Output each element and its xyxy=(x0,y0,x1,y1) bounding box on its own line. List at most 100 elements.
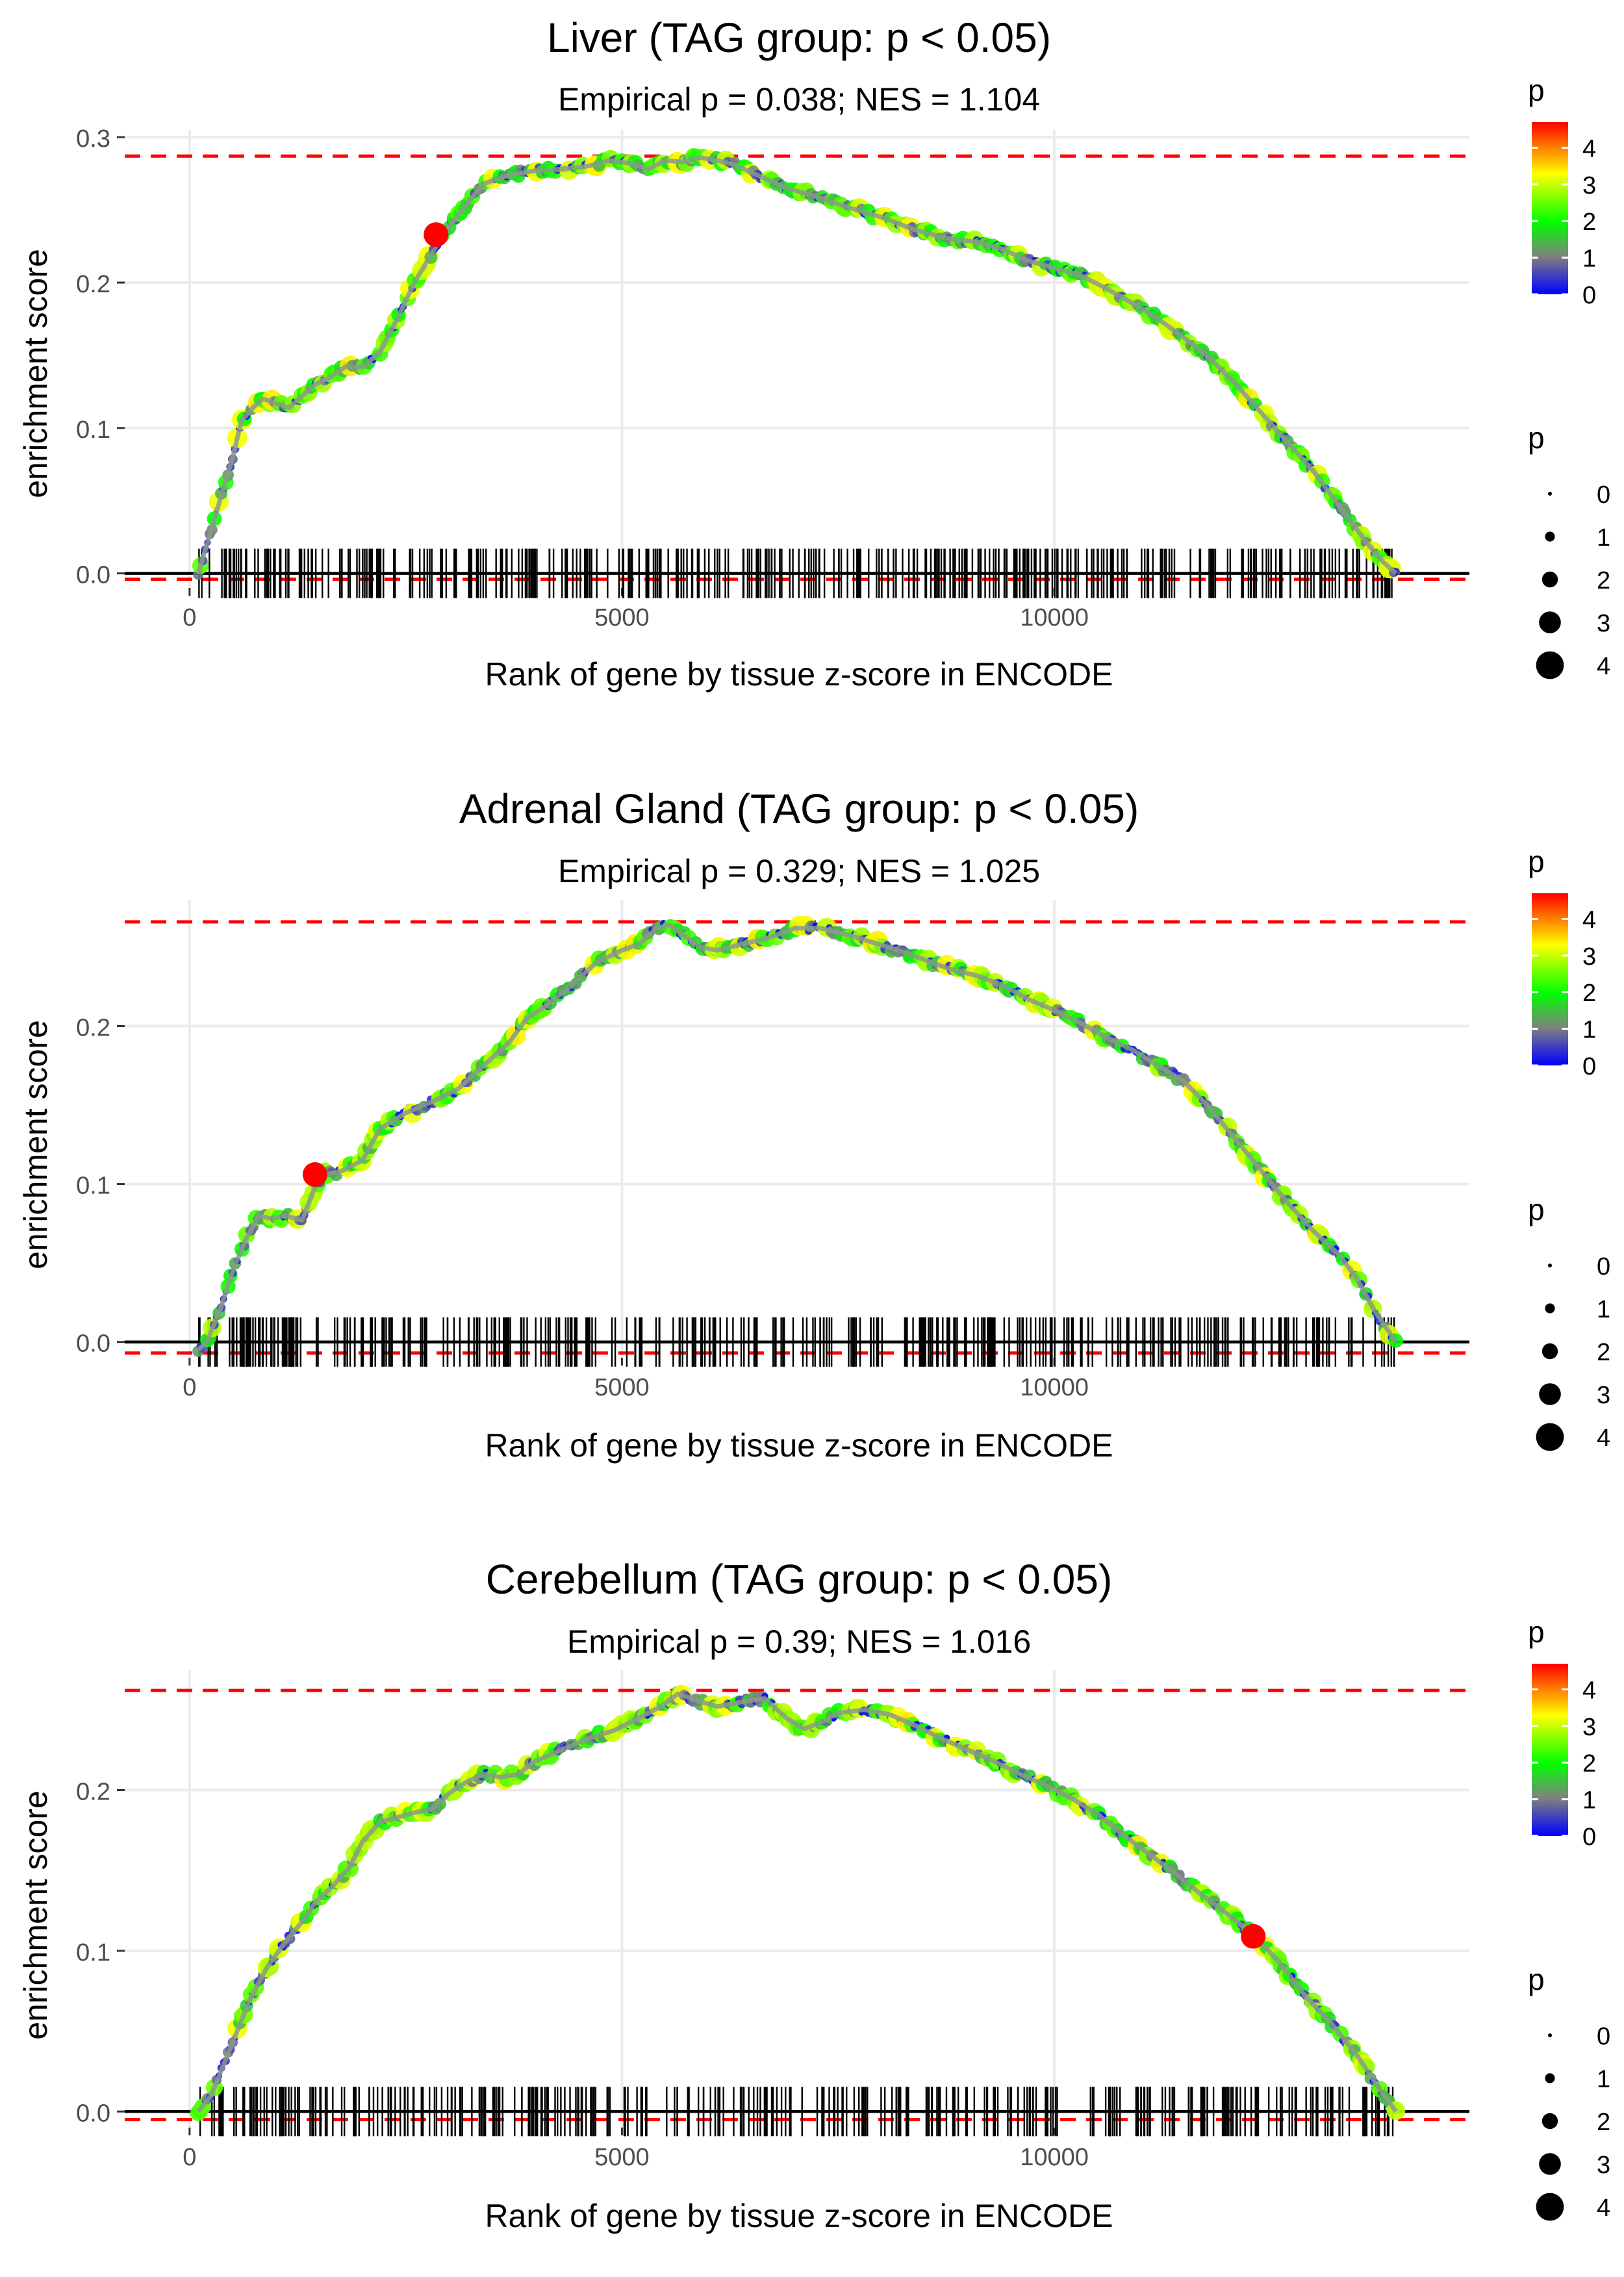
size-legend-label: 4 xyxy=(1597,2194,1610,2222)
size-legend-title: p xyxy=(1528,1963,1545,1996)
enrichment-curve xyxy=(196,1691,1398,2113)
x-tick-label: 10000 xyxy=(1020,2144,1089,2171)
leading-edge-point xyxy=(302,1162,327,1187)
size-legend-label: 0 xyxy=(1597,2023,1610,2050)
size-legend-label: 2 xyxy=(1597,567,1610,594)
size-legend-label: 0 xyxy=(1597,481,1610,509)
color-legend-label: 3 xyxy=(1582,1714,1596,1741)
size-legend: p 0 1 2 3 4 xyxy=(1528,1963,1610,2222)
chart-subtitle: Empirical p = 0.329; NES = 1.025 xyxy=(558,853,1040,889)
y-tick-label: 0.1 xyxy=(76,416,110,444)
leading-edge-point xyxy=(1241,1924,1266,1949)
size-legend-dot xyxy=(1536,651,1564,680)
enrichment-points xyxy=(190,1685,1406,2121)
x-tick-label: 10000 xyxy=(1020,1374,1089,1401)
size-legend-label: 2 xyxy=(1597,1339,1610,1366)
leading-edge-point xyxy=(424,222,449,248)
y-tick-label: 0.0 xyxy=(76,2100,110,2127)
chart-panel-cerebellum: Cerebellum (TAG group: p < 0.05) Empiric… xyxy=(18,1556,1610,2234)
size-legend-title: p xyxy=(1528,1193,1545,1227)
size-legend-dot xyxy=(1539,1383,1561,1405)
size-legend-dot xyxy=(1539,2153,1561,2175)
size-legend-label: 4 xyxy=(1597,1425,1610,1452)
chart-title: Adrenal Gland (TAG group: p < 0.05) xyxy=(459,785,1139,832)
chart-title: Cerebellum (TAG group: p < 0.05) xyxy=(486,1556,1113,1603)
color-legend-bar xyxy=(1532,893,1568,1065)
color-legend-title: p xyxy=(1528,845,1545,878)
size-legend-label: 4 xyxy=(1597,653,1610,680)
color-legend-label: 2 xyxy=(1582,209,1596,236)
y-tick-label: 0.0 xyxy=(76,562,110,589)
size-legend-title: p xyxy=(1528,421,1545,455)
chart-title: Liver (TAG group: p < 0.05) xyxy=(547,14,1051,61)
size-legend-label: 3 xyxy=(1597,1382,1610,1409)
size-legend-dot xyxy=(1548,2033,1552,2037)
color-legend-label: 3 xyxy=(1582,172,1596,199)
color-legend: p 0 1 2 3 4 xyxy=(1528,73,1596,309)
color-legend-label: 4 xyxy=(1582,906,1596,934)
color-legend: p 0 1 2 3 4 xyxy=(1528,845,1596,1080)
size-legend-label: 3 xyxy=(1597,610,1610,637)
size-legend-dot xyxy=(1545,1303,1555,1314)
plot-area: 0.0 0.1 0.2 0 5000 10000 xyxy=(76,900,1469,1401)
size-legend-label: 1 xyxy=(1597,1296,1610,1323)
color-legend-label: 1 xyxy=(1582,1017,1596,1044)
size-legend-dot xyxy=(1545,531,1555,542)
y-tick-label: 0.2 xyxy=(76,1779,110,1806)
x-tick-label: 10000 xyxy=(1020,604,1089,631)
color-legend-label: 0 xyxy=(1582,282,1596,309)
size-legend: p 0 1 2 3 4 xyxy=(1528,421,1610,680)
enrichment-curve xyxy=(196,155,1398,576)
chart-subtitle: Empirical p = 0.038; NES = 1.104 xyxy=(558,81,1040,118)
plot-area: 0.0 0.1 0.2 0 5000 10000 xyxy=(76,1670,1469,2171)
size-legend-dot xyxy=(1542,1343,1558,1360)
color-legend-bar xyxy=(1532,122,1568,294)
y-tick-label: 0.2 xyxy=(76,1014,110,1041)
color-legend-label: 1 xyxy=(1582,1787,1596,1814)
size-legend-label: 2 xyxy=(1597,2109,1610,2136)
size-legend-label: 3 xyxy=(1597,2152,1610,2179)
y-tick-label: 0.1 xyxy=(76,1939,110,1966)
color-legend-label: 0 xyxy=(1582,1053,1596,1080)
color-legend-label: 2 xyxy=(1582,1750,1596,1777)
y-tick-label: 0.1 xyxy=(76,1173,110,1200)
x-tick-label: 5000 xyxy=(594,604,650,631)
x-tick-label: 5000 xyxy=(594,2144,650,2171)
size-legend-dot xyxy=(1536,2193,1564,2221)
y-tick-label: 0.2 xyxy=(76,271,110,298)
x-tick-label: 5000 xyxy=(594,1374,650,1401)
y-axis-label: enrichment score xyxy=(18,1790,54,2040)
size-legend-dot xyxy=(1548,492,1552,496)
color-legend-label: 2 xyxy=(1582,980,1596,1007)
color-legend-label: 3 xyxy=(1582,943,1596,971)
x-tick-label: 0 xyxy=(183,604,196,631)
size-legend-dot xyxy=(1539,611,1561,633)
size-legend-dot xyxy=(1548,1264,1552,1267)
chart-panel-adrenal-gland: Adrenal Gland (TAG group: p < 0.05) Empi… xyxy=(18,785,1610,1464)
x-tick-label: 0 xyxy=(183,1374,196,1401)
color-legend-title: p xyxy=(1528,1615,1545,1649)
y-tick-label: 0.0 xyxy=(76,1330,110,1358)
color-legend-label: 4 xyxy=(1582,1677,1596,1704)
size-legend-dot xyxy=(1545,2073,1555,2083)
x-tick-label: 0 xyxy=(183,2144,196,2171)
color-legend-label: 4 xyxy=(1582,135,1596,162)
size-legend: p 0 1 2 3 4 xyxy=(1528,1193,1610,1452)
size-legend-label: 1 xyxy=(1597,2066,1610,2093)
x-axis-label: Rank of gene by tissue z-score in ENCODE xyxy=(485,2198,1113,2234)
chart-subtitle: Empirical p = 0.39; NES = 1.016 xyxy=(567,1623,1031,1660)
color-legend-title: p xyxy=(1528,73,1545,107)
x-axis-label: Rank of gene by tissue z-score in ENCODE xyxy=(485,656,1113,693)
size-legend-label: 0 xyxy=(1597,1253,1610,1280)
size-legend-dot xyxy=(1542,2113,1558,2130)
size-legend-dot xyxy=(1536,1423,1564,1451)
color-legend: p 0 1 2 3 4 xyxy=(1528,1615,1596,1851)
enrichment-points xyxy=(192,147,1401,580)
size-legend-label: 1 xyxy=(1597,524,1610,552)
color-legend-bar xyxy=(1532,1664,1568,1836)
plot-area: 0.0 0.1 0.2 0.3 0 5000 10000 xyxy=(76,125,1469,631)
y-tick-label: 0.3 xyxy=(76,125,110,153)
y-axis-label: enrichment score xyxy=(18,1020,54,1269)
